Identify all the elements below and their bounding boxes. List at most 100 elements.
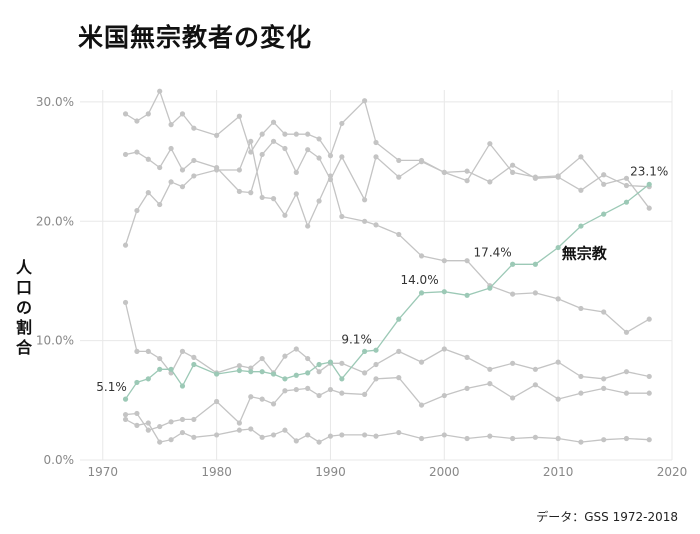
- data-point: [487, 179, 493, 185]
- y-tick-label: 10.0%: [36, 334, 74, 348]
- data-point: [601, 181, 607, 187]
- data-point: [305, 385, 311, 391]
- data-point: [532, 366, 538, 372]
- data-point: [293, 346, 299, 352]
- data-point: [248, 138, 254, 144]
- data-point: [179, 429, 186, 436]
- data-point: [418, 359, 425, 365]
- data-point: [191, 416, 197, 423]
- data-point: [646, 316, 652, 322]
- data-point: [214, 432, 220, 438]
- data-point: [168, 145, 174, 152]
- data-point: [464, 354, 470, 360]
- data-label: 9.1%: [341, 332, 372, 346]
- data-point: [510, 360, 516, 366]
- data-point: [191, 354, 197, 360]
- data-point: [578, 373, 584, 380]
- data-point: [259, 131, 265, 137]
- data-point: [418, 159, 425, 165]
- data-point: [396, 375, 402, 381]
- data-point: [134, 149, 140, 155]
- data-point: [248, 394, 254, 400]
- data-point: [122, 111, 129, 117]
- data-point-highlight: [236, 367, 242, 374]
- data-point-highlight: [623, 199, 630, 205]
- data-point: [293, 386, 299, 393]
- series-group: [122, 88, 652, 445]
- data-point: [122, 151, 129, 158]
- data-point-highlight: [487, 285, 493, 291]
- data-point: [441, 169, 447, 175]
- data-point: [122, 242, 129, 248]
- data-point: [623, 369, 630, 375]
- data-point: [339, 360, 345, 366]
- data-point: [236, 420, 242, 426]
- data-point: [270, 401, 277, 407]
- data-point: [339, 390, 345, 396]
- data-point: [259, 434, 265, 440]
- data-point: [327, 386, 334, 393]
- data-point: [646, 390, 652, 396]
- series-label: 無宗教: [562, 245, 608, 263]
- data-point: [168, 437, 174, 443]
- data-point: [305, 131, 311, 137]
- data-point-highlight: [122, 396, 129, 402]
- data-point-highlight: [145, 376, 151, 382]
- data-point-highlight: [191, 361, 197, 368]
- data-point: [532, 175, 538, 181]
- data-point: [236, 427, 242, 433]
- data-point: [248, 190, 254, 196]
- series-line-5: [125, 418, 650, 443]
- x-tick-label: 2000: [429, 465, 460, 479]
- y-axis-label: 人口の割合: [15, 258, 32, 357]
- data-point: [305, 432, 311, 438]
- data-point: [487, 366, 493, 372]
- data-point: [601, 437, 607, 443]
- data-point: [646, 373, 652, 380]
- data-point: [418, 253, 425, 259]
- data-point: [327, 433, 334, 439]
- data-point-highlight: [373, 347, 379, 353]
- data-point: [339, 213, 345, 220]
- grid-lines: [80, 90, 673, 461]
- data-point: [373, 154, 379, 160]
- series-line-4: [125, 376, 650, 431]
- data-point: [145, 156, 151, 162]
- data-point: [555, 396, 561, 402]
- data-point: [270, 119, 277, 125]
- data-point: [362, 432, 368, 438]
- data-point: [282, 131, 288, 137]
- data-point: [396, 429, 402, 436]
- data-point: [373, 376, 379, 382]
- data-point-highlight: [601, 211, 607, 217]
- data-point: [293, 131, 299, 137]
- data-point-highlight: [293, 372, 299, 378]
- data-point: [362, 391, 368, 397]
- data-point: [396, 174, 402, 180]
- data-point: [122, 412, 129, 418]
- data-point: [362, 218, 368, 224]
- data-point: [464, 435, 470, 442]
- data-point: [316, 136, 322, 142]
- data-point: [339, 432, 345, 438]
- data-point: [362, 370, 368, 376]
- data-point: [327, 153, 334, 159]
- data-point: [259, 194, 265, 201]
- data-point: [179, 348, 186, 354]
- data-point: [179, 184, 186, 190]
- data-point: [145, 348, 151, 354]
- data-label: 17.4%: [474, 245, 512, 259]
- data-point-highlight: [316, 361, 322, 368]
- data-point-highlight: [157, 366, 163, 372]
- data-point: [464, 178, 470, 184]
- x-tick-label: 1990: [315, 465, 346, 479]
- data-label: 5.1%: [96, 380, 127, 394]
- data-point: [373, 222, 379, 228]
- x-tick-label: 1970: [87, 465, 118, 479]
- data-point-highlight: [396, 316, 402, 322]
- data-point: [396, 348, 402, 354]
- data-point: [236, 113, 242, 119]
- data-point: [179, 167, 186, 173]
- data-point: [145, 190, 151, 196]
- data-point: [157, 164, 163, 171]
